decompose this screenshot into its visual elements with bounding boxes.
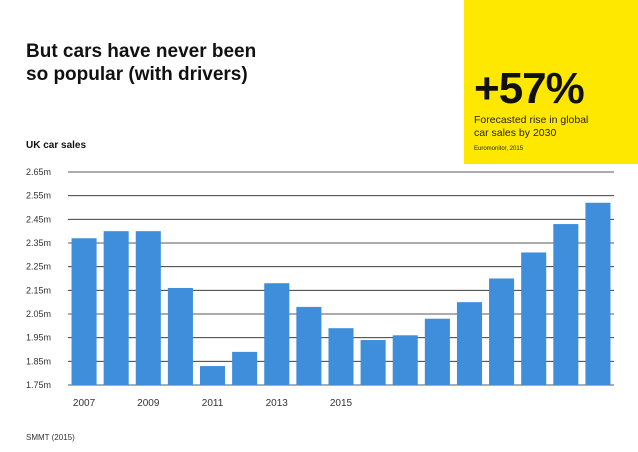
y-tick-label: 2.45m	[26, 214, 51, 224]
callout-line-2: car sales by 2030	[474, 127, 557, 139]
bar	[424, 318, 450, 385]
bar	[392, 335, 418, 385]
bar	[264, 283, 290, 385]
callout-box: +57% Forecasted rise in global car sales…	[464, 0, 638, 164]
callout-line-1: Forecasted rise in global	[474, 114, 589, 126]
y-tick-label: 1.75m	[26, 380, 51, 390]
bar	[456, 302, 482, 385]
x-tick-label: 2015	[330, 398, 353, 409]
y-tick-label: 2.25m	[26, 262, 51, 272]
callout-text: Forecasted rise in global car sales by 2…	[474, 114, 624, 140]
source-note: SMMT (2015)	[26, 433, 75, 442]
bar	[521, 252, 547, 385]
x-tick-label: 2013	[266, 398, 289, 409]
y-tick-label: 2.55m	[26, 191, 51, 201]
bar	[103, 231, 129, 385]
headline-line-2: so popular (with drivers)	[26, 64, 248, 85]
x-tick-label: 2009	[137, 398, 160, 409]
bar	[167, 287, 193, 385]
bar	[296, 306, 322, 385]
bar	[585, 202, 611, 385]
bar	[232, 351, 258, 385]
chart-title: UK car sales	[26, 140, 87, 151]
bar	[328, 328, 354, 385]
bar	[360, 340, 386, 385]
callout-big-number: +57%	[474, 64, 585, 113]
bar	[200, 366, 226, 385]
headline-line-1: But cars have never been	[26, 41, 257, 62]
bar	[489, 278, 515, 385]
y-tick-label: 2.15m	[26, 285, 51, 295]
callout-source: Euromonitor, 2015	[474, 146, 524, 152]
y-tick-label: 2.05m	[26, 309, 51, 319]
y-tick-label: 1.85m	[26, 356, 51, 366]
y-tick-label: 2.35m	[26, 238, 51, 248]
bar	[71, 238, 97, 385]
x-tick-label: 2007	[73, 398, 96, 409]
y-tick-label: 2.65m	[26, 167, 51, 177]
y-tick-label: 1.95m	[26, 333, 51, 343]
headline: But cars have never been so popular (wit…	[26, 40, 326, 86]
bar	[135, 231, 161, 385]
x-tick-label: 2011	[202, 398, 224, 409]
bar-chart: 1.75m 1.85m 1.95m 2.05m 2.15m 2.25m 2.35m 2.45m…	[26, 167, 614, 409]
bar	[553, 224, 579, 385]
